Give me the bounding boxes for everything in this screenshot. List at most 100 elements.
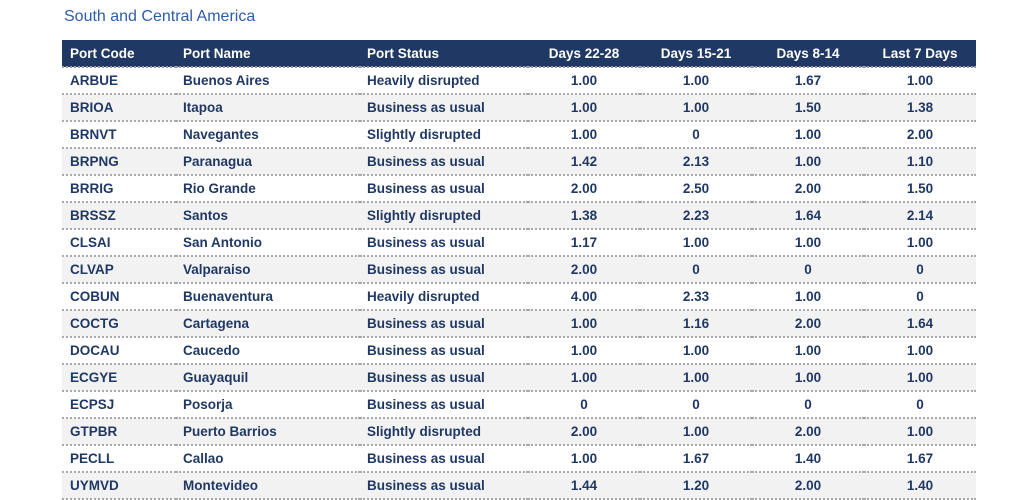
table-cell-port-status: Slightly disrupted: [360, 121, 528, 149]
table-cell-port-name: Montevideo: [176, 472, 360, 500]
column-header-days-22-28: Days 22-28: [528, 40, 640, 68]
table-cell-port-name: Posorja: [176, 391, 360, 419]
table-cell-days-15-21: 0: [640, 121, 752, 149]
table-cell-days-8-14: 1.67: [752, 67, 864, 95]
table-cell-days-22-28: 1.00: [528, 364, 640, 392]
section-title: South and Central America: [64, 8, 256, 25]
table-cell-last-7-days: 0: [864, 283, 976, 311]
table-cell-port-name: Guayaquil: [176, 364, 360, 392]
table-cell-days-8-14: 2.00: [752, 310, 864, 338]
table-row: BRNVT Navegantes Slightly disrupted 1.00 0 1.…: [62, 121, 976, 149]
table-cell-port-name: Callao: [176, 445, 360, 473]
table-cell-port-code: ECGYE: [62, 364, 176, 392]
table-cell-days-22-28: 4.00: [528, 283, 640, 311]
table-cell-days-22-28: 2.00: [528, 175, 640, 203]
table-cell-days-15-21: 1.00: [640, 418, 752, 446]
table-cell-port-code: CLVAP: [62, 256, 176, 284]
table-cell-port-code: BRNVT: [62, 121, 176, 149]
table-cell-days-15-21: 2.50: [640, 175, 752, 203]
column-header-port-name: Port Name: [176, 40, 360, 68]
table-cell-port-name: Santos: [176, 202, 360, 230]
table-cell-days-8-14: 2.00: [752, 175, 864, 203]
table-cell-days-8-14: 1.00: [752, 229, 864, 257]
table-cell-days-8-14: 1.00: [752, 364, 864, 392]
table-cell-port-status: Business as usual: [360, 364, 528, 392]
table-cell-days-15-21: 2.33: [640, 283, 752, 311]
table-cell-port-status: Business as usual: [360, 337, 528, 365]
table-cell-days-8-14: 1.00: [752, 121, 864, 149]
table-cell-port-code: BRPNG: [62, 148, 176, 176]
table-cell-days-8-14: 1.64: [752, 202, 864, 230]
table-cell-last-7-days: 1.38: [864, 94, 976, 122]
table-row: UYMVD Montevideo Business as usual 1.44 1.20…: [62, 472, 976, 500]
column-header-port-code: Port Code: [62, 40, 176, 68]
table-row: ARBUE Buenos Aires Heavily disrupted 1.00 1.…: [62, 67, 976, 95]
table-cell-days-8-14: 2.00: [752, 472, 864, 500]
table-row: BRPNG Paranagua Business as usual 1.42 2.13 1…: [62, 148, 976, 176]
table-cell-days-15-21: 0: [640, 256, 752, 284]
table-cell-last-7-days: 1.50: [864, 175, 976, 203]
table-cell-last-7-days: 1.00: [864, 364, 976, 392]
table-cell-days-22-28: 0: [528, 391, 640, 419]
table-cell-port-code: BRSSZ: [62, 202, 176, 230]
table-cell-days-15-21: 2.23: [640, 202, 752, 230]
column-header-days-15-21: Days 15-21: [640, 40, 752, 68]
table-cell-last-7-days: 0: [864, 256, 976, 284]
table-cell-days-22-28: 1.00: [528, 94, 640, 122]
table-cell-days-8-14: 1.00: [752, 283, 864, 311]
table-cell-port-name: Rio Grande: [176, 175, 360, 203]
table-cell-port-name: Navegantes: [176, 121, 360, 149]
table-cell-port-status: Business as usual: [360, 229, 528, 257]
table-row: PECLL Callao Business as usual 1.00 1.67 1.40…: [62, 445, 976, 473]
table-cell-days-8-14: 1.40: [752, 445, 864, 473]
table-cell-days-15-21: 1.00: [640, 337, 752, 365]
table-cell-port-status: Business as usual: [360, 310, 528, 338]
table-cell-port-status: Business as usual: [360, 256, 528, 284]
table-row: CLSAI San Antonio Business as usual 1.17 1.0…: [62, 229, 976, 257]
table-cell-days-15-21: 1.67: [640, 445, 752, 473]
column-header-days-8-14: Days 8-14: [752, 40, 864, 68]
table-cell-port-status: Business as usual: [360, 94, 528, 122]
table-cell-days-8-14: 1.50: [752, 94, 864, 122]
table-row: BRRIG Rio Grande Business as usual 2.00 2.50…: [62, 175, 976, 203]
table-cell-days-22-28: 1.44: [528, 472, 640, 500]
table-cell-days-15-21: 1.00: [640, 94, 752, 122]
table-header-row: Port Code Port Name Port Status Days 22-28 D…: [62, 40, 976, 68]
table-cell-days-22-28: 2.00: [528, 256, 640, 284]
table-row: BRIOA Itapoa Business as usual 1.00 1.00 1.50…: [62, 94, 976, 122]
table-cell-days-15-21: 1.00: [640, 67, 752, 95]
table-cell-port-code: DOCAU: [62, 337, 176, 365]
table-cell-days-15-21: 1.16: [640, 310, 752, 338]
table-cell-days-22-28: 2.00: [528, 418, 640, 446]
table-cell-last-7-days: 1.10: [864, 148, 976, 176]
table-row: COBUN Buenaventura Heavily disrupted 4.00 2.…: [62, 283, 976, 311]
table-cell-port-name: Caucedo: [176, 337, 360, 365]
table-cell-port-code: BRIOA: [62, 94, 176, 122]
table-cell-port-name: Buenos Aires: [176, 67, 360, 95]
ports-table: Port Code Port Name Port Status Days 22-28 D…: [62, 40, 976, 500]
table-cell-port-code: ECPSJ: [62, 391, 176, 419]
table-head: Port Code Port Name Port Status Days 22-28 D…: [62, 40, 976, 68]
table-cell-last-7-days: 1.00: [864, 337, 976, 365]
table-cell-last-7-days: 1.00: [864, 67, 976, 95]
table-cell-port-code: BRRIG: [62, 175, 176, 203]
column-header-port-status: Port Status: [360, 40, 528, 68]
table-cell-days-8-14: 0: [752, 391, 864, 419]
table-cell-days-22-28: 1.00: [528, 67, 640, 95]
table-body: ARBUE Buenos Aires Heavily disrupted 1.00 1.…: [62, 67, 976, 500]
table-cell-last-7-days: 2.14: [864, 202, 976, 230]
table-cell-last-7-days: 0: [864, 391, 976, 419]
table-cell-days-8-14: 2.00: [752, 418, 864, 446]
table-cell-port-code: COBUN: [62, 283, 176, 311]
table-row: GTPBR Puerto Barrios Slightly disrupted 2.0…: [62, 418, 976, 446]
table-cell-days-8-14: 0: [752, 256, 864, 284]
table-cell-last-7-days: 1.00: [864, 229, 976, 257]
table-cell-last-7-days: 1.40: [864, 472, 976, 500]
table-cell-last-7-days: 2.00: [864, 121, 976, 149]
table-cell-days-22-28: 1.00: [528, 445, 640, 473]
table-cell-port-status: Business as usual: [360, 148, 528, 176]
table-cell-port-status: Heavily disrupted: [360, 283, 528, 311]
table-cell-port-code: GTPBR: [62, 418, 176, 446]
table-row: DOCAU Caucedo Business as usual 1.00 1.00 1.0…: [62, 337, 976, 365]
